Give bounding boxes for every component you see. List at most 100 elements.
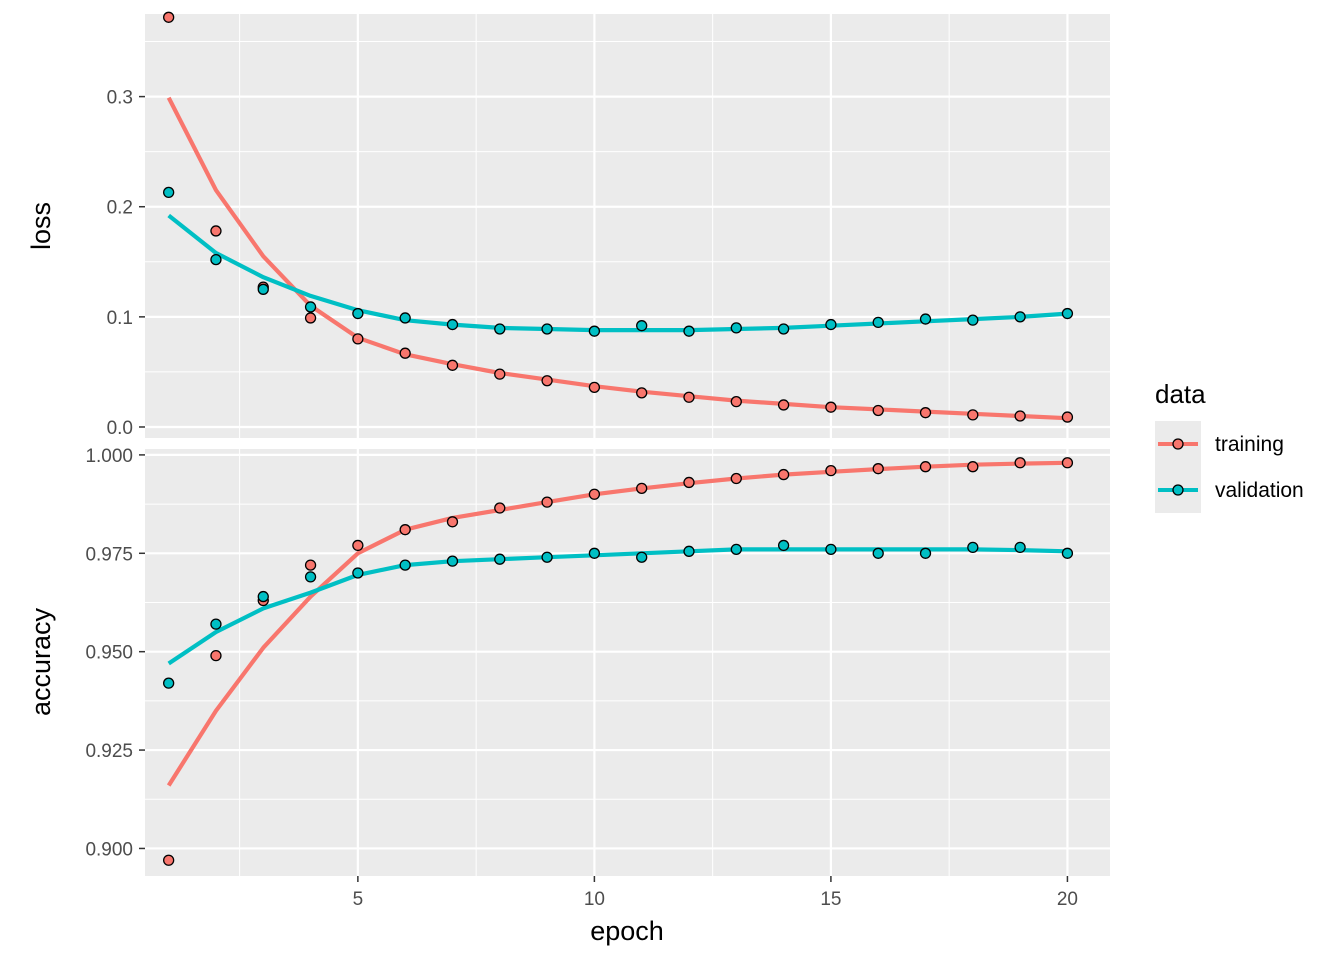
accuracy-training-point	[164, 855, 174, 865]
accuracy-y-tick-label: 0.925	[85, 741, 133, 762]
accuracy-validation-point	[164, 678, 174, 688]
loss-training-point	[684, 392, 694, 402]
loss-validation-point	[1015, 312, 1025, 322]
loss-validation-point	[400, 313, 410, 323]
x-tick-label: 20	[1057, 889, 1078, 910]
loss-panel: 0.0 0.1 0.2 0.3	[107, 12, 1110, 439]
accuracy-training-point	[637, 483, 647, 493]
loss-validation-point	[495, 324, 505, 334]
x-tick-label: 10	[584, 889, 605, 910]
loss-training-point	[447, 360, 457, 370]
loss-training-point	[495, 369, 505, 379]
accuracy-training-point	[306, 560, 316, 570]
loss-validation-point	[306, 302, 316, 312]
legend-title: data	[1155, 379, 1206, 409]
loss-y-tick-label: 0.0	[107, 418, 133, 439]
accuracy-validation-point	[447, 556, 457, 566]
loss-panel-background	[145, 14, 1110, 438]
loss-axis-title: loss	[26, 202, 56, 250]
loss-validation-point	[779, 324, 789, 334]
accuracy-validation-point	[968, 542, 978, 552]
loss-validation-point	[921, 314, 931, 324]
accuracy-validation-point	[589, 548, 599, 558]
loss-training-point	[211, 226, 221, 236]
loss-validation-point	[873, 317, 883, 327]
loss-validation-point	[684, 326, 694, 336]
loss-training-point	[306, 313, 316, 323]
accuracy-validation-point	[211, 619, 221, 629]
accuracy-training-point	[447, 517, 457, 527]
loss-validation-point	[164, 187, 174, 197]
accuracy-training-point	[873, 464, 883, 474]
legend-label-validation: validation	[1215, 479, 1304, 502]
loss-training-point	[589, 382, 599, 392]
accuracy-validation-point	[731, 544, 741, 554]
loss-y-tick-label: 0.1	[107, 308, 133, 329]
loss-training-point	[1062, 412, 1072, 422]
accuracy-training-point	[400, 525, 410, 535]
accuracy-training-point	[211, 651, 221, 661]
loss-training-point	[826, 402, 836, 412]
accuracy-y-tick-label: 1.000	[85, 446, 133, 467]
loss-validation-point	[211, 255, 221, 265]
loss-training-point	[921, 408, 931, 418]
accuracy-panel: 0.900 0.925 0.950 0.975 1.000	[85, 446, 1110, 876]
accuracy-validation-point	[826, 544, 836, 554]
x-tick-label: 15	[820, 889, 841, 910]
accuracy-y-tick-label: 0.900	[85, 839, 133, 860]
loss-training-point	[400, 348, 410, 358]
x-tick-label: 5	[353, 889, 364, 910]
accuracy-validation-point	[1062, 548, 1072, 558]
loss-validation-point	[353, 309, 363, 319]
accuracy-training-point	[968, 462, 978, 472]
accuracy-panel-background	[145, 449, 1110, 876]
legend-key-training-point	[1173, 439, 1183, 449]
accuracy-y-tick-label: 0.950	[85, 643, 133, 664]
accuracy-validation-point	[542, 552, 552, 562]
loss-validation-point	[637, 321, 647, 331]
loss-training-point	[731, 397, 741, 407]
loss-training-point	[542, 376, 552, 386]
loss-validation-point	[826, 320, 836, 330]
loss-training-point	[1015, 411, 1025, 421]
legend-label-training: training	[1215, 433, 1284, 456]
loss-training-point	[873, 405, 883, 415]
loss-y-tick-label: 0.2	[107, 198, 133, 219]
accuracy-training-point	[921, 462, 931, 472]
loss-validation-point	[447, 320, 457, 330]
accuracy-validation-point	[306, 572, 316, 582]
accuracy-training-point	[1062, 458, 1072, 468]
loss-training-point	[353, 334, 363, 344]
accuracy-validation-point	[779, 540, 789, 550]
loss-training-point	[637, 388, 647, 398]
accuracy-validation-point	[684, 546, 694, 556]
accuracy-validation-point	[258, 592, 268, 602]
accuracy-training-point	[779, 470, 789, 480]
accuracy-validation-point	[921, 548, 931, 558]
accuracy-validation-point	[637, 552, 647, 562]
loss-validation-point	[542, 324, 552, 334]
loss-training-point	[779, 400, 789, 410]
accuracy-training-point	[589, 489, 599, 499]
accuracy-training-point	[353, 540, 363, 550]
accuracy-training-point	[684, 477, 694, 487]
loss-validation-point	[589, 326, 599, 336]
loss-validation-point	[1062, 309, 1072, 319]
accuracy-validation-point	[353, 568, 363, 578]
accuracy-validation-point	[495, 554, 505, 564]
accuracy-validation-point	[400, 560, 410, 570]
accuracy-y-tick-label: 0.975	[85, 544, 133, 565]
accuracy-axis-title: accuracy	[26, 607, 56, 716]
loss-validation-point	[258, 284, 268, 294]
accuracy-training-point	[826, 466, 836, 476]
accuracy-training-point	[731, 474, 741, 484]
x-axis-title: epoch	[590, 916, 664, 946]
accuracy-training-point	[542, 497, 552, 507]
accuracy-training-point	[1015, 458, 1025, 468]
loss-validation-point	[968, 315, 978, 325]
loss-y-tick-label: 0.3	[107, 88, 133, 109]
loss-training-point	[968, 410, 978, 420]
accuracy-validation-point	[873, 548, 883, 558]
loss-training-point	[164, 12, 174, 22]
